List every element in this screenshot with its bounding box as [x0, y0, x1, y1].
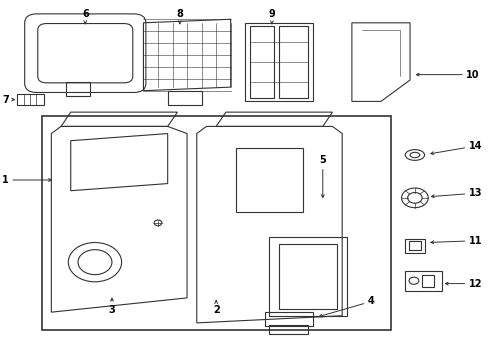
- Text: 6: 6: [81, 9, 88, 24]
- Bar: [167, 91, 201, 105]
- Text: 13: 13: [430, 188, 481, 198]
- Bar: [279, 26, 307, 98]
- Bar: [264, 312, 312, 327]
- Bar: [405, 271, 441, 291]
- Text: 1: 1: [2, 175, 51, 185]
- Text: 4: 4: [319, 296, 374, 317]
- Text: 5: 5: [319, 156, 325, 198]
- Bar: [408, 241, 420, 249]
- Bar: [269, 325, 307, 334]
- Text: 10: 10: [415, 69, 479, 80]
- Text: 12: 12: [445, 279, 481, 289]
- Text: 3: 3: [108, 298, 115, 315]
- Bar: [41, 116, 390, 330]
- Bar: [269, 237, 346, 316]
- Text: 7: 7: [2, 95, 15, 105]
- Bar: [249, 26, 274, 98]
- Bar: [18, 94, 44, 105]
- Text: 2: 2: [212, 301, 219, 315]
- Text: 8: 8: [176, 9, 183, 24]
- Bar: [245, 23, 312, 102]
- Bar: [421, 275, 433, 287]
- Bar: [279, 244, 337, 309]
- Bar: [235, 148, 303, 212]
- Text: 11: 11: [430, 236, 481, 246]
- Text: 14: 14: [430, 141, 481, 154]
- Bar: [66, 82, 90, 96]
- Text: 9: 9: [268, 9, 275, 24]
- Bar: [405, 239, 424, 253]
